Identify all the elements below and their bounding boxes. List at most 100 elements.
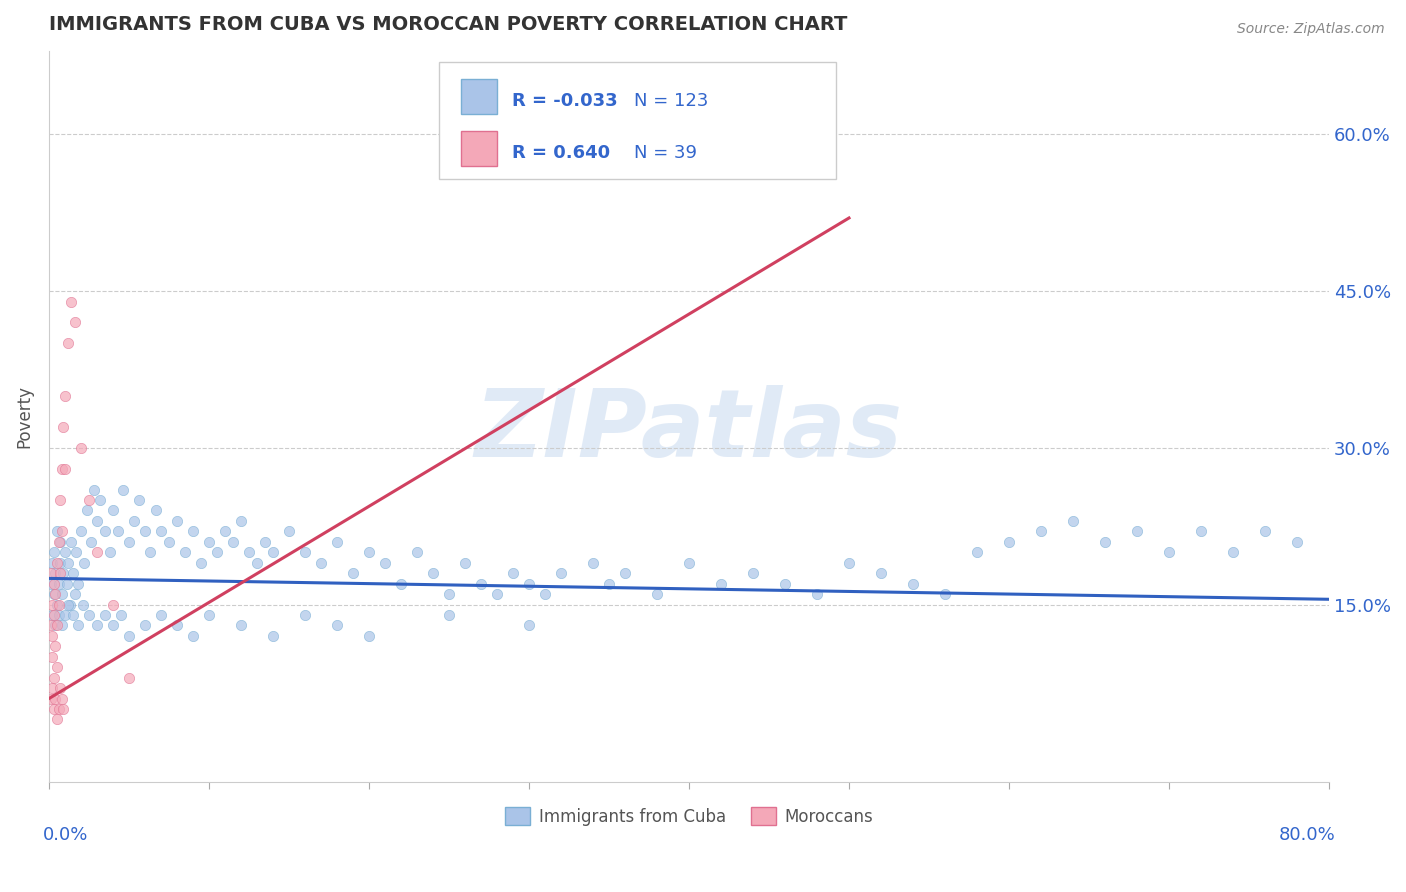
Text: 80.0%: 80.0%	[1278, 826, 1336, 844]
Point	[145, 503, 167, 517]
Point	[44, 640, 66, 654]
Point	[46, 598, 69, 612]
Point	[101, 503, 124, 517]
Point	[59, 598, 82, 612]
Point	[42, 702, 65, 716]
Point	[86, 545, 108, 559]
Point	[53, 607, 76, 622]
Text: 0.0%: 0.0%	[42, 826, 89, 844]
Point	[357, 545, 380, 559]
Point	[70, 524, 93, 539]
Point	[901, 576, 924, 591]
Point	[66, 576, 89, 591]
Point	[39, 691, 62, 706]
Point	[44, 691, 66, 706]
Point	[262, 545, 284, 559]
FancyBboxPatch shape	[461, 131, 496, 167]
Point	[39, 618, 62, 632]
FancyBboxPatch shape	[440, 62, 837, 178]
Point	[389, 576, 412, 591]
Point	[118, 671, 141, 685]
Point	[53, 545, 76, 559]
Point	[55, 576, 77, 591]
Point	[39, 566, 62, 581]
Point	[41, 607, 63, 622]
Point	[56, 556, 79, 570]
Point	[49, 534, 72, 549]
Point	[42, 587, 65, 601]
Point	[44, 587, 66, 601]
Point	[294, 607, 316, 622]
Point	[1029, 524, 1052, 539]
Point	[174, 545, 197, 559]
Point	[52, 702, 75, 716]
Point	[357, 629, 380, 643]
Point	[502, 566, 524, 581]
Point	[262, 629, 284, 643]
Point	[1189, 524, 1212, 539]
Text: R = 0.640: R = 0.640	[512, 145, 610, 162]
Point	[134, 524, 156, 539]
Point	[51, 461, 73, 475]
Point	[89, 493, 111, 508]
Point	[1062, 514, 1084, 528]
Point	[122, 514, 145, 528]
Point	[1126, 524, 1149, 539]
Point	[966, 545, 988, 559]
Point	[253, 534, 276, 549]
Y-axis label: Poverty: Poverty	[15, 385, 32, 448]
Point	[534, 587, 557, 601]
Point	[198, 534, 221, 549]
FancyBboxPatch shape	[461, 78, 496, 113]
Point	[41, 649, 63, 664]
Point	[42, 545, 65, 559]
Point	[65, 545, 87, 559]
Point	[39, 576, 62, 591]
Point	[76, 503, 98, 517]
Point	[149, 607, 172, 622]
Point	[46, 618, 69, 632]
Point	[44, 618, 66, 632]
Point	[1094, 534, 1116, 549]
Point	[838, 556, 860, 570]
Point	[51, 618, 73, 632]
Point	[48, 598, 70, 612]
Point	[48, 576, 70, 591]
Point	[678, 556, 700, 570]
Point	[52, 420, 75, 434]
Point	[470, 576, 492, 591]
Point	[94, 607, 117, 622]
Point	[1157, 545, 1180, 559]
Point	[83, 483, 105, 497]
Point	[342, 566, 364, 581]
Point	[326, 618, 349, 632]
Point	[60, 294, 83, 309]
Point	[229, 618, 252, 632]
Point	[181, 629, 204, 643]
Point	[49, 566, 72, 581]
Point	[42, 607, 65, 622]
Point	[73, 556, 96, 570]
Point	[422, 566, 444, 581]
Point	[41, 556, 63, 570]
Point	[77, 493, 100, 508]
Point	[614, 566, 637, 581]
Point	[98, 545, 121, 559]
Point	[181, 524, 204, 539]
Point	[53, 388, 76, 402]
Point	[437, 587, 460, 601]
Point	[166, 514, 188, 528]
Point	[94, 524, 117, 539]
Text: ZIPatlas: ZIPatlas	[475, 385, 903, 477]
Point	[72, 598, 94, 612]
Point	[42, 576, 65, 591]
Point	[48, 607, 70, 622]
Point	[56, 336, 79, 351]
Point	[198, 607, 221, 622]
Point	[710, 576, 733, 591]
Point	[437, 607, 460, 622]
Point	[134, 618, 156, 632]
Text: IMMIGRANTS FROM CUBA VS MOROCCAN POVERTY CORRELATION CHART: IMMIGRANTS FROM CUBA VS MOROCCAN POVERTY…	[49, 15, 848, 34]
Point	[309, 556, 332, 570]
Point	[56, 598, 79, 612]
